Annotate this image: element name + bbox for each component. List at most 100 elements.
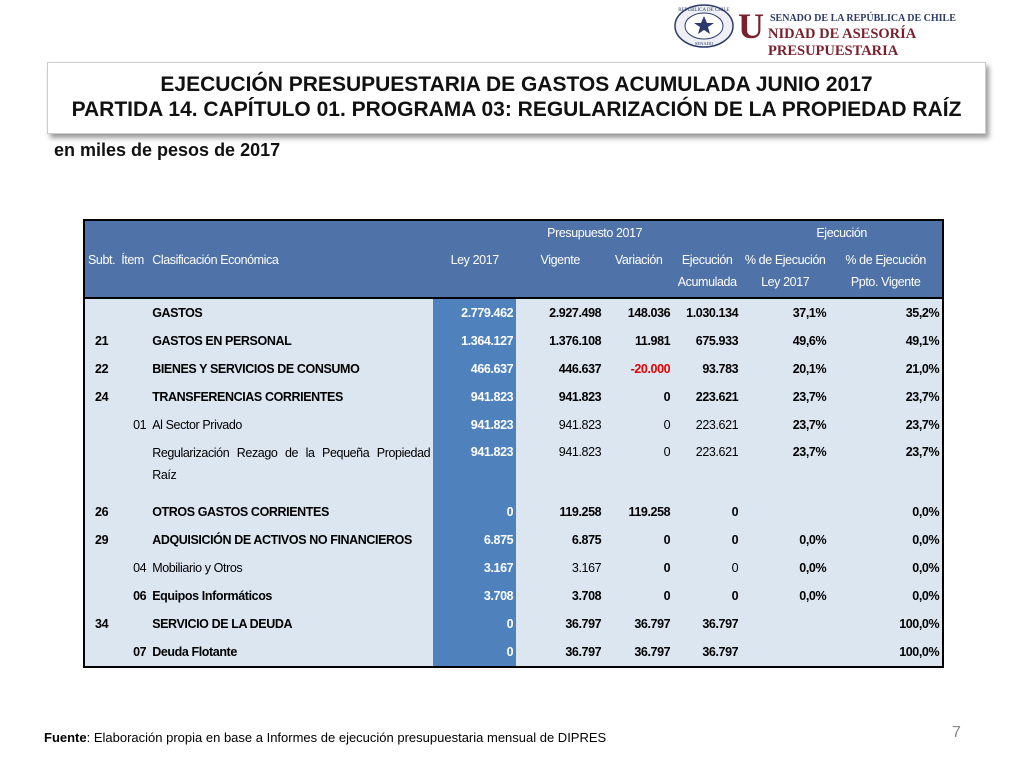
- title-line: EJECUCIÓN PRESUPUESTARIA DE GASTOS ACUMU…: [160, 73, 873, 96]
- column-header: Subt.: [84, 245, 119, 298]
- table-cell: 26: [84, 498, 119, 526]
- title-line: PARTIDA 14. CAPÍTULO 01. PROGRAMA 03: RE…: [71, 98, 962, 121]
- column-header: Clasificación Económica: [149, 245, 434, 298]
- table-cell: 23,7%: [829, 411, 944, 439]
- table-cell: 36.797: [673, 638, 742, 667]
- table-cell: 06: [118, 582, 150, 610]
- table-cell: 24: [84, 383, 119, 411]
- table-cell: 0,0%: [829, 526, 944, 554]
- table-cell: 0,0%: [741, 582, 830, 610]
- table-cell: -20.000: [604, 355, 674, 383]
- table-cell: 0: [673, 554, 742, 582]
- table-cell: [118, 526, 150, 554]
- table-cell: [118, 610, 150, 638]
- table-cell: 0: [604, 582, 674, 610]
- header-row: Subt. Ítem Clasificación Económica Ley 2017…: [84, 245, 944, 298]
- table-cell: 36.797: [516, 638, 605, 667]
- body-row: 01 Al Sector Privado 941.823 941.823 0 223.62…: [84, 411, 944, 439]
- body-row: 29 ADQUISICIÓN DE ACTIVOS NO FINANCIEROS 6…: [84, 526, 944, 554]
- table-cell: 01: [118, 411, 150, 439]
- table-cell: 0: [433, 638, 517, 667]
- table-cell: 0: [673, 582, 742, 610]
- table-cell: 2.927.498: [516, 297, 605, 327]
- table-cell: [118, 383, 150, 411]
- subtitle: en miles de pesos de 2017: [54, 140, 281, 160]
- table-cell: SERVICIO DE LA DEUDA: [149, 610, 434, 638]
- table-cell: 148.036: [604, 297, 674, 327]
- table-cell: 3.708: [433, 582, 517, 610]
- column-header: Ítem: [118, 245, 150, 298]
- title-box: EJECUCIÓN PRESUPUESTARIA DE GASTOS ACUMU…: [47, 62, 986, 134]
- table-cell: 0: [604, 526, 674, 554]
- table-cell: 36.797: [673, 610, 742, 638]
- table-cell: 04: [118, 554, 150, 582]
- table-cell: 0: [604, 411, 674, 439]
- table-cell: 0,0%: [741, 554, 830, 582]
- body-row: 04 Mobiliario y Otros 3.167 3.167 0 0 0,0% 0,0%: [84, 554, 944, 582]
- org-line: SENADO DE LA REPÚBLICA DE CHILE: [770, 13, 956, 24]
- table-cell: 0: [673, 526, 742, 554]
- body-row: 34 SERVICIO DE LA DEUDA 0 36.797 36.797 36.79…: [84, 610, 944, 638]
- header-cell: [433, 220, 517, 245]
- table-cell: 2.779.462: [433, 297, 517, 327]
- table-cell: 3.708: [516, 582, 605, 610]
- table-cell: 1.030.134: [673, 297, 742, 327]
- column-header: % de Ejecución Ppto. Vigente: [829, 245, 944, 298]
- body-row: 22 BIENES Y SERVICIOS DE CONSUMO 466.637 44…: [84, 355, 944, 383]
- table-cell: [84, 554, 119, 582]
- group-header: Ejecución: [741, 220, 944, 245]
- table-cell: BIENES Y SERVICIOS DE CONSUMO: [149, 355, 434, 383]
- table-cell: OTROS GASTOS CORRIENTES: [149, 498, 434, 526]
- seal: REPÚBLICA DE CHILE SENADO: [674, 4, 734, 48]
- table-cell: 07: [118, 638, 150, 667]
- table-cell: 3.167: [516, 554, 605, 582]
- column-header: Vigente: [516, 245, 605, 298]
- table-cell: 0: [433, 498, 517, 526]
- table-cell: 11.981: [604, 327, 674, 355]
- body-row: Regularización Rezago de la Pequeña Prop…: [84, 439, 944, 498]
- table-cell: [84, 297, 119, 327]
- table-cell: 100,0%: [829, 610, 944, 638]
- source-text: : Elaboración propia en base a Informes …: [86, 730, 607, 745]
- org-initial: U: [738, 6, 764, 46]
- page-number: 7: [952, 724, 961, 741]
- seal-top: REPÚBLICA DE CHILE: [678, 7, 729, 13]
- table-cell: 6.875: [516, 526, 605, 554]
- header-cell: [673, 220, 742, 245]
- table-cell: 0: [433, 610, 517, 638]
- table-cell: 23,7%: [829, 383, 944, 411]
- table-cell: 3.167: [433, 554, 517, 582]
- table-cell: 34: [84, 610, 119, 638]
- body-row: 26 OTROS GASTOS CORRIENTES 0 119.258 119.258…: [84, 498, 944, 526]
- body-row: 24 TRANSFERENCIAS CORRIENTES 941.823 941.82…: [84, 383, 944, 411]
- table-cell: 100,0%: [829, 638, 944, 667]
- table-cell: 941.823: [516, 383, 605, 411]
- table-cell: [84, 439, 119, 498]
- body-row: 07 Deuda Flotante 0 36.797 36.797 36.797 100,0…: [84, 638, 944, 667]
- table-cell: 0: [604, 554, 674, 582]
- table-cell: 466.637: [433, 355, 517, 383]
- table-cell: GASTOS EN PERSONAL: [149, 327, 434, 355]
- table-cell: [118, 498, 150, 526]
- table-cell: 119.258: [516, 498, 605, 526]
- table-cell: 22: [84, 355, 119, 383]
- header-row: Presupuesto 2017 Ejecución: [84, 220, 944, 245]
- table-cell: 21,0%: [829, 355, 944, 383]
- body-row: 21 GASTOS EN PERSONAL 1.364.127 1.376.108 11…: [84, 327, 944, 355]
- column-header: Ejecución Acumulada: [673, 245, 742, 298]
- table-cell: 0,0%: [829, 554, 944, 582]
- table-cell: 0,0%: [829, 498, 944, 526]
- table-cell: [741, 498, 830, 526]
- table-cell: 0: [604, 383, 674, 411]
- table-cell: 0: [604, 439, 674, 498]
- table-cell: Deuda Flotante: [149, 638, 434, 667]
- table-cell: [84, 411, 119, 439]
- table-cell: 36.797: [604, 638, 674, 667]
- table-cell: 119.258: [604, 498, 674, 526]
- seal-bottom: SENADO: [695, 41, 714, 46]
- column-header: % de Ejecución Ley 2017: [741, 245, 830, 298]
- table-cell: 6.875: [433, 526, 517, 554]
- table-cell: 23,7%: [829, 439, 944, 498]
- table-cell: ADQUISICIÓN DE ACTIVOS NO FINANCIEROS: [149, 526, 434, 554]
